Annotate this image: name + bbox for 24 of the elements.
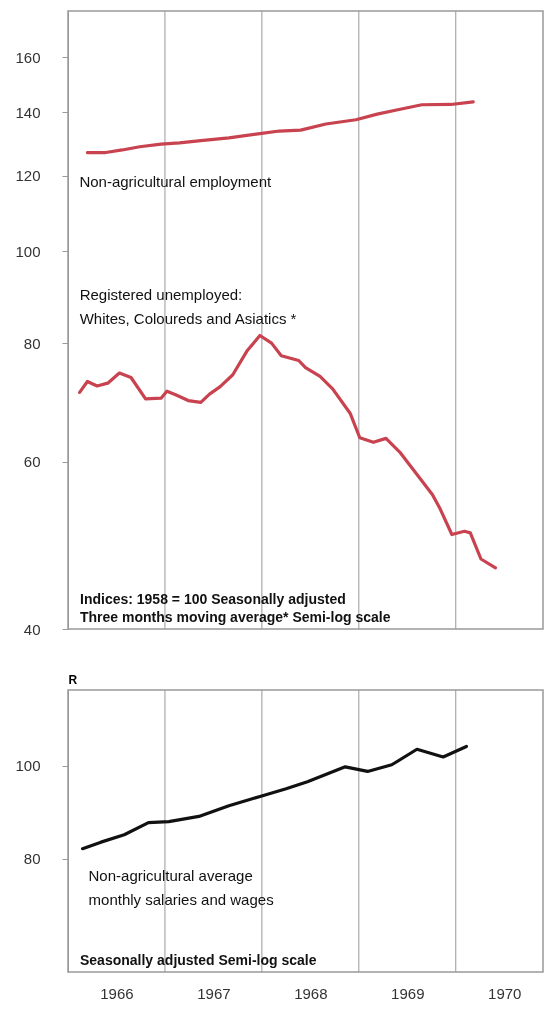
y-tick-label: 120 [15,167,41,185]
y-tick-label: 100 [15,242,41,260]
x-tick-label: 1969 [391,984,425,1002]
line-series [85,100,475,155]
series-label: Non-agricultural average monthly salaries and wages [88,866,274,908]
annotation: Seasonally adjusted Semi-log scale [80,952,317,968]
y-tick-label: 100 [15,757,41,775]
annotation: Three months moving average* Semi-log scale [80,609,391,625]
x-tick-label: 1968 [294,984,328,1002]
series-label: Registered unemployed: Whites, Coloureds and Asiatics * [79,286,297,328]
annotation: Indices: 1958 = 100 Seasonally adjusted [80,591,346,607]
y-tick-label: 80 [23,850,41,868]
x-tick-label: 1966 [100,984,134,1002]
line-series [80,744,469,851]
y-axis-title: R [68,672,78,687]
x-tick-label: 1967 [197,984,231,1002]
y-tick-label: 40 [23,620,41,638]
series-label: Non-agricultural employment [79,172,272,190]
y-tick-label: 160 [15,48,41,66]
line-series [78,333,498,570]
x-tick-label: 1970 [488,984,522,1002]
y-tick-label: 60 [23,453,41,471]
y-tick-label: 140 [15,103,41,121]
y-tick-label: 80 [23,334,41,352]
